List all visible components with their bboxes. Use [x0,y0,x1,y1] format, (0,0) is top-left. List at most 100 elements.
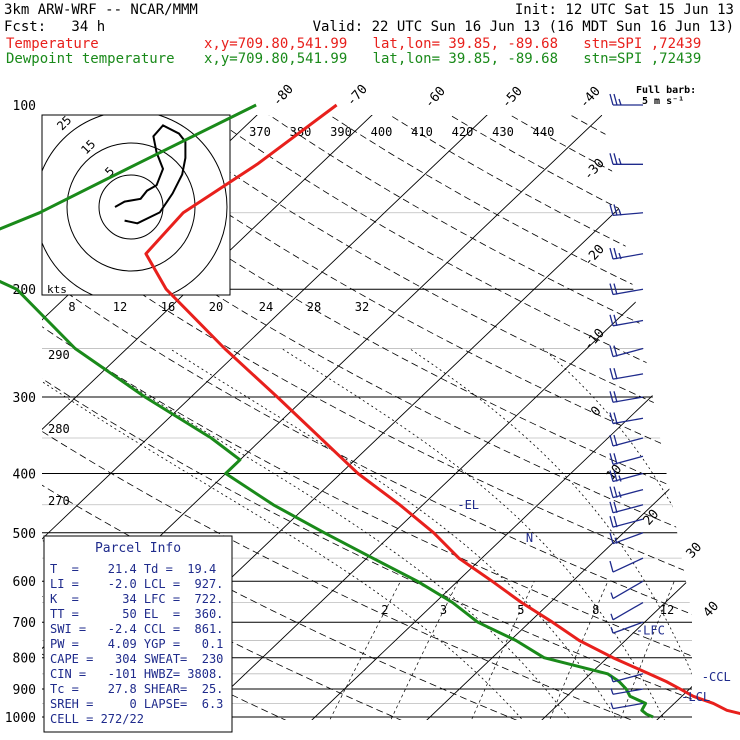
barb-staff [612,621,644,634]
barb-full [613,345,618,357]
temperature-location: x,y=709.80,541.99 lat,lon= 39.85, -89.68… [204,36,702,52]
hodograph-speed-12: 12 [113,300,127,314]
isotherm-label--10: -10 [581,326,608,353]
dewpoint-label: Dewpoint temperature [6,51,175,67]
pressure-label-100: 100 [13,99,36,114]
barb-full [613,247,618,260]
hodograph [41,114,231,296]
dry-adiabat-360 [75,115,692,720]
isotherm-label--20: -20 [581,242,608,269]
pressure-label-200: 200 [13,283,36,298]
wind-barb-150 [609,204,644,217]
barb-half [618,491,622,498]
hodograph-ring-20 [66,142,196,272]
wind-barb-900 [610,688,644,695]
barb-full [609,486,614,498]
parcel-info-box [43,535,233,733]
wind-barb-950 [610,702,644,710]
parcel-info-row: CIN = -101 HWBZ= 3808. [50,667,223,681]
barb-half [618,209,622,216]
isotherm-10 [531,115,692,720]
wind-barb-650 [610,601,644,621]
barb-half [618,158,622,165]
parcel-info-row: SWI = -2.4 CCL = 861. [50,622,223,636]
barb-half [610,613,614,621]
barb-full [613,470,618,482]
theta-e-label-430: 430 [492,125,514,139]
wind-barb-450 [609,501,644,514]
mixing-ratio-3 [385,581,459,720]
mixing-ratio-label-3: 3 [440,603,447,617]
dry-adiabat-400 [313,115,692,720]
dry-adiabat-290 [42,115,658,720]
isotherm-label--70: -70 [344,82,371,109]
barb-staff [612,396,644,403]
barb-staff [612,688,644,695]
theta-e-label-420: 420 [452,125,474,139]
isotherm-label--40: -40 [577,84,604,111]
isotherm--10 [301,115,692,720]
pressure-label-300: 300 [13,391,36,406]
wind-barb-400 [609,470,644,483]
barb-full [609,283,614,295]
parcel-info-title: Parcel Info [95,541,181,556]
barb-legend-title: Full barb: [636,85,696,96]
barb-full [613,153,618,165]
forecast-hour: Fcst: 34 h [4,19,106,35]
isotherm-label--60: -60 [422,84,449,111]
hodograph-units: kts [47,283,67,296]
parcel-info-row: SREH = 0 LAPSE= 6.3 [50,697,223,711]
barb-full [609,532,614,544]
parcel-info-row: K = 34 LFC = 722. [50,592,223,606]
theta-e-label-390: 390 [330,125,352,139]
barb-staff [612,288,644,296]
wind-barb-700 [610,621,644,634]
barb-staff [612,319,644,327]
dry-adiabat-340 [42,115,692,720]
barb-staff [612,437,644,447]
barb-full [613,434,618,447]
dry-adiabat-450 [611,115,692,720]
isotherm-label-30: 30 [684,540,706,562]
wind-barb-500 [609,532,644,545]
theta-label-290: 290 [48,348,70,362]
hodograph-speed-28: 28 [307,300,321,314]
barb-full [613,453,618,465]
hodograph-speed-32: 32 [355,300,369,314]
barb-staff [612,601,644,621]
isotherm--90 [0,105,38,730]
barb-full [609,345,614,357]
wind-barb-475 [609,516,644,528]
barb-staff [612,532,644,545]
hodograph-speed-16: 16 [161,300,175,314]
dry-adiabat-300 [42,115,692,720]
dry-adiabat-420 [432,115,692,720]
moist-adiabat-14 [74,348,578,720]
mixing-ratio-5 [466,581,535,720]
wind-barb-175 [609,247,644,260]
annotation-lfc: -LFC [636,623,665,637]
barb-staff [612,504,644,514]
wind-barb-275 [609,367,644,380]
wind-barb-100 [609,93,643,106]
barb-half [618,98,622,106]
barb-staff [612,373,644,380]
parcel-info-row: PW = 4.09 YGP = 0.1 [50,637,223,651]
model-title: 3km ARW-WRF -- NCAR/MMM [4,2,198,18]
barb-full [609,470,614,482]
barb-full [613,204,618,216]
barb-full [613,283,618,295]
barb-staff [612,702,644,710]
mixing-ratio-label-8: 8 [592,603,599,617]
dry-adiabat-460 [671,115,692,720]
annotation-lcl: -LCL [681,690,710,704]
mixing-ratio-label-5: 5 [517,603,524,617]
wind-barb-250 [609,345,644,358]
barb-full [613,367,618,380]
dry-adiabat-380 [194,115,692,720]
theta-label-270: 270 [48,494,70,508]
parcel-info-row: TT = 50 EL = 360. [50,607,223,621]
barb-staff [612,455,644,465]
barb-staff [612,557,644,573]
pressure-label-1000: 1000 [5,711,36,726]
